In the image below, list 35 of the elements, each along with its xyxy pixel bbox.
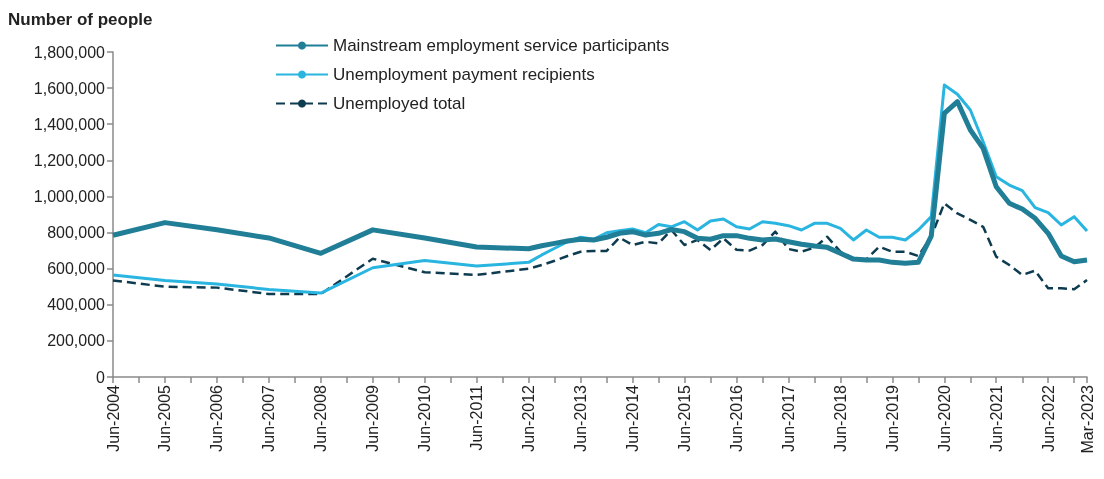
x-tick-label: Jun-2005 — [156, 384, 174, 452]
y-tick-label: 1,000,000 — [33, 187, 106, 205]
y-tick-label: 1,800,000 — [33, 43, 106, 61]
x-tick-label: Jun-2021 — [987, 384, 1005, 452]
legend-label: Mainstream employment service participants — [333, 36, 670, 55]
x-tick-label: Jun-2008 — [312, 384, 330, 452]
x-tick-label: Jun-2020 — [935, 384, 953, 452]
x-tick-label: Jun-2007 — [260, 384, 278, 452]
x-tick-label: Jun-2019 — [883, 384, 901, 452]
legend-label: Unemployment payment recipients — [333, 65, 595, 84]
y-tick-label: 600,000 — [47, 260, 106, 278]
x-tick-label: Jun-2018 — [831, 384, 849, 452]
x-tick-label: Jun-2006 — [208, 384, 226, 452]
x-tick-label: Jun-2011 — [468, 384, 486, 451]
x-tick-label: Jun-2004 — [104, 384, 122, 452]
y-tick-label: 1,600,000 — [33, 79, 106, 97]
line-series — [111, 202, 1089, 296]
x-tick-label: Mar-2023 — [1078, 384, 1096, 454]
y-tick-label: 0 — [96, 368, 106, 386]
x-tick-label: Jun-2014 — [624, 384, 641, 452]
y-tick-label: 800,000 — [47, 224, 106, 242]
x-tick-label: Jun-2022 — [1039, 384, 1057, 452]
y-tick-label: 1,200,000 — [33, 151, 106, 169]
y-tick-label: 200,000 — [47, 332, 106, 350]
x-tick-label: Jun-2016 — [727, 384, 745, 452]
x-tick-label: Jun-2010 — [416, 384, 434, 452]
x-tick-label: Jun-2009 — [364, 384, 382, 452]
y-tick-label: 400,000 — [47, 296, 106, 314]
x-tick-label: Jun-2017 — [779, 384, 797, 452]
x-tick-label: Jun-2012 — [520, 384, 538, 452]
legend-label: Unemployed total — [333, 94, 466, 113]
x-tick-label: Jun-2013 — [572, 384, 590, 452]
x-tick-label: Jun-2015 — [675, 384, 693, 452]
y-tick-label: 1,400,000 — [33, 115, 106, 133]
y-axis-title: Number of people — [8, 10, 153, 29]
